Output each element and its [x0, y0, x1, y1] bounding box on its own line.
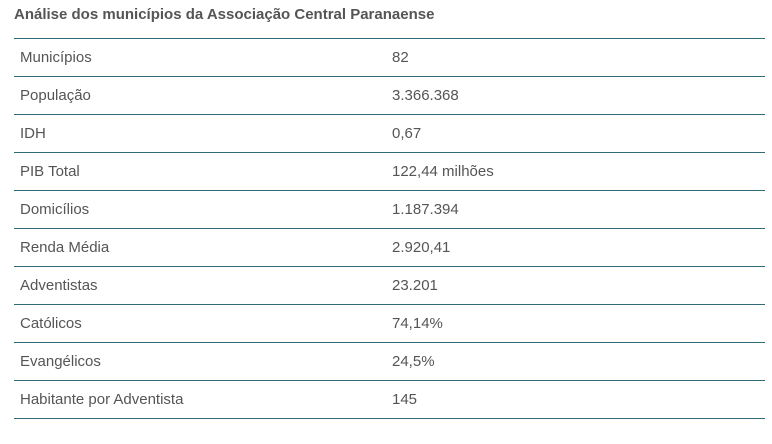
table-row: População 3.366.368	[14, 77, 765, 115]
row-label-idh: IDH	[20, 125, 46, 142]
row-value-populacao: 3.366.368	[392, 87, 459, 104]
row-value-catolicos: 74,14%	[392, 315, 443, 332]
table-row: Evangélicos 24,5%	[14, 343, 765, 381]
table-row: IDH 0,67	[14, 115, 765, 153]
row-value-pib-total: 122,44 milhões	[392, 163, 494, 180]
page-title: Análise dos municípios da Associação Cen…	[14, 6, 435, 23]
row-label-adventistas: Adventistas	[20, 277, 98, 294]
table-row: Renda Média 2.920,41	[14, 229, 765, 267]
table-row: PIB Total 122,44 milhões	[14, 153, 765, 191]
row-value-adventistas: 23.201	[392, 277, 438, 294]
row-value-renda-media: 2.920,41	[392, 239, 451, 256]
table-row: Adventistas 23.201	[14, 267, 765, 305]
row-label-habitante-por-adventista: Habitante por Adventista	[20, 391, 184, 408]
row-label-renda-media: Renda Média	[20, 239, 110, 256]
row-value-domicilios: 1.187.394	[392, 201, 459, 218]
row-label-pib-total: PIB Total	[20, 163, 80, 180]
stats-table: Municípios 82 População 3.366.368 IDH 0,…	[14, 38, 765, 419]
row-label-municipios: Municípios	[20, 49, 92, 66]
table-row: Municípios 82	[14, 39, 765, 77]
row-value-evangelicos: 24,5%	[392, 353, 435, 370]
row-label-catolicos: Católicos	[20, 315, 82, 332]
row-value-municipios: 82	[392, 49, 409, 66]
row-value-idh: 0,67	[392, 125, 422, 142]
row-value-habitante-por-adventista: 145	[392, 391, 418, 408]
row-label-evangelicos: Evangélicos	[20, 353, 101, 370]
table-row: Católicos 74,14%	[14, 305, 765, 343]
row-label-domicilios: Domicílios	[20, 201, 90, 218]
row-label-populacao: População	[20, 87, 91, 104]
table-row: Habitante por Adventista 145	[14, 381, 765, 419]
table-row: Domicílios 1.187.394	[14, 191, 765, 229]
